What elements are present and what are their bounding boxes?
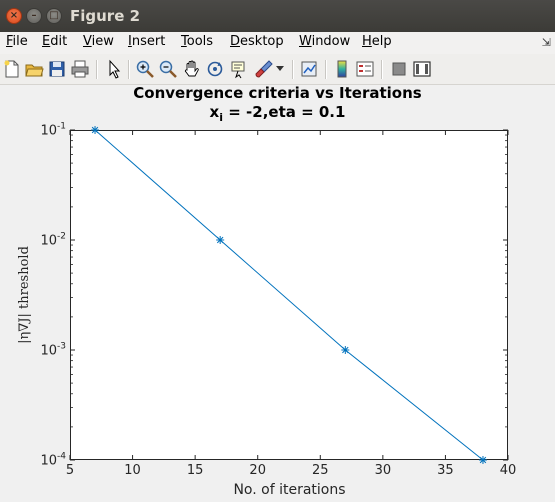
data-point-marker xyxy=(478,456,487,464)
subtitle-params: = -2,eta = 0.1 xyxy=(223,103,346,121)
y-tick-label: 10-1 xyxy=(40,122,66,139)
show-plot-tools-icon[interactable] xyxy=(412,59,432,79)
data-point-marker xyxy=(216,236,225,244)
toolbar-separator xyxy=(128,60,130,79)
subtitle-subscript: i xyxy=(219,111,224,124)
hide-plot-tools-icon[interactable] xyxy=(389,59,409,79)
x-tick-label: 10 xyxy=(124,463,141,478)
y-tick-label: 10-3 xyxy=(40,342,66,359)
y-tick-base: 10 xyxy=(40,123,58,139)
menu-desktop[interactable]: Desktop xyxy=(230,34,284,49)
data-point-marker xyxy=(341,346,350,354)
plot-axes[interactable] xyxy=(70,130,508,460)
dropdown-arrow-icon[interactable] xyxy=(276,66,284,72)
y-tick-label: 10-2 xyxy=(40,232,66,249)
pan-hand-icon[interactable] xyxy=(182,59,202,79)
maximize-icon: □ xyxy=(49,10,59,21)
x-tick-label: 30 xyxy=(374,463,392,478)
print-icon[interactable] xyxy=(70,59,90,79)
dock-arrow-icon[interactable]: ⇲ xyxy=(541,36,551,49)
menu-edit[interactable]: Edit xyxy=(42,34,68,49)
rotate-3d-icon[interactable] xyxy=(205,59,225,79)
pointer-icon[interactable] xyxy=(104,59,124,79)
x-tick-label: 20 xyxy=(249,463,266,478)
window-titlebar: × – □ Figure 2 xyxy=(0,0,555,32)
figure-toolbar xyxy=(0,54,555,85)
menu-view[interactable]: View xyxy=(83,34,114,49)
close-icon: × xyxy=(9,10,19,21)
data-point-marker xyxy=(91,126,100,134)
menu-bar: File Edit View Insert Tools Desktop Wind… xyxy=(0,32,555,54)
chart-title: Convergence criteria vs Iterations xyxy=(133,84,422,102)
maximize-window-button[interactable]: □ xyxy=(46,8,62,24)
zoom-in-icon[interactable] xyxy=(135,59,155,79)
data-cursor-icon[interactable] xyxy=(229,59,249,79)
toolbar-separator xyxy=(381,60,383,79)
x-tick-label: 40 xyxy=(499,463,517,478)
chart-subtitle: xi = -2,eta = 0.1 xyxy=(0,103,555,124)
window-title: Figure 2 xyxy=(70,7,141,25)
y-tick-exponent: -4 xyxy=(57,451,66,462)
menu-window[interactable]: Window xyxy=(299,34,351,49)
close-window-button[interactable]: × xyxy=(6,8,22,24)
toolbar-separator xyxy=(96,60,98,79)
menu-insert[interactable]: Insert xyxy=(128,34,166,49)
menu-help[interactable]: Help xyxy=(362,34,392,49)
y-tick-base: 10 xyxy=(40,233,58,249)
open-folder-icon[interactable] xyxy=(24,59,44,79)
y-tick-label: 10-4 xyxy=(40,452,66,469)
x-tick-label: 35 xyxy=(437,463,454,478)
menu-file[interactable]: File xyxy=(6,34,28,49)
colorbar-icon[interactable] xyxy=(332,59,352,79)
x-tick-label: 15 xyxy=(186,463,204,478)
y-tick-exponent: -2 xyxy=(57,231,66,242)
x-tick-label: 25 xyxy=(312,463,329,478)
subtitle-var: x xyxy=(209,103,220,121)
minimize-window-button[interactable]: – xyxy=(26,8,42,24)
y-tick-base: 10 xyxy=(40,453,58,469)
series-line xyxy=(94,129,484,461)
legend-icon[interactable] xyxy=(355,59,375,79)
toolbar-separator xyxy=(325,60,327,79)
menu-tools[interactable]: Tools xyxy=(181,34,214,49)
toolbar-separator xyxy=(292,60,294,79)
save-icon[interactable] xyxy=(47,59,67,79)
zoom-out-icon[interactable] xyxy=(158,59,178,79)
y-tick-exponent: -1 xyxy=(57,121,66,132)
minimize-icon: – xyxy=(31,10,37,21)
link-plot-icon[interactable] xyxy=(299,59,319,79)
y-axis-label: |η∇J| threshold xyxy=(17,246,32,344)
brush-icon[interactable] xyxy=(254,59,274,79)
x-axis-label: No. of iterations xyxy=(233,482,346,498)
new-file-icon[interactable] xyxy=(2,59,22,79)
y-tick-exponent: -3 xyxy=(57,341,66,352)
x-tick-label: 5 xyxy=(65,463,75,478)
y-tick-base: 10 xyxy=(40,343,58,359)
